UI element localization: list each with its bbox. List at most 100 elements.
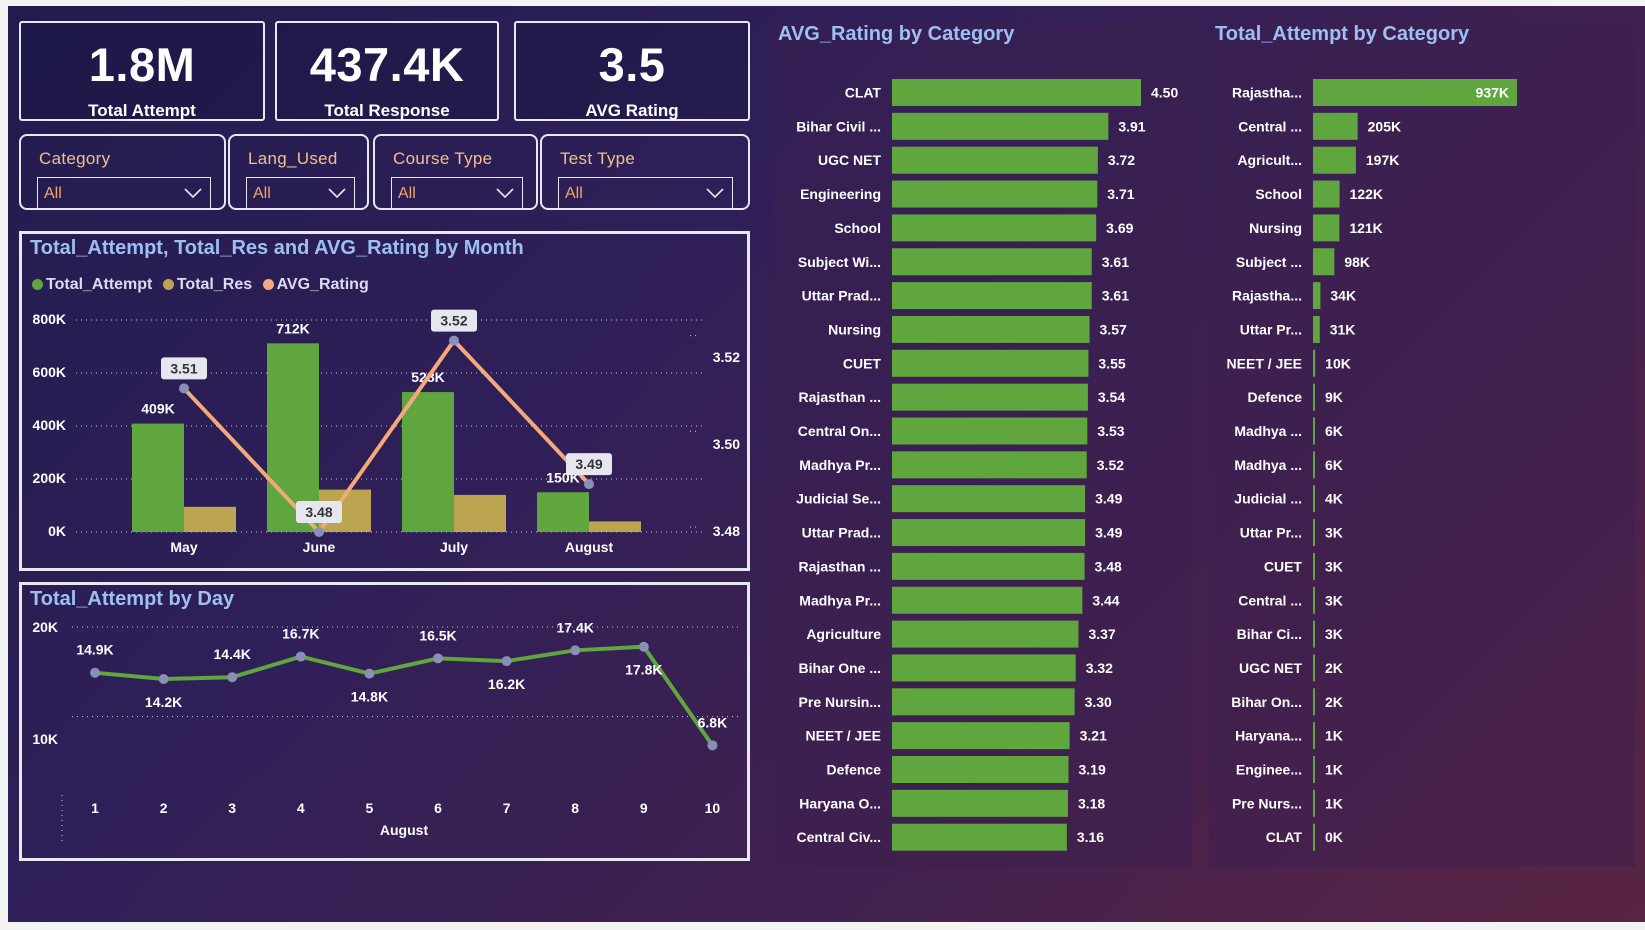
day-data-label: 17.4K [557, 619, 594, 635]
category-bar [892, 417, 1088, 445]
day-point [364, 668, 375, 679]
bar-data-label: 3.72 [1108, 152, 1135, 168]
legend-label: Total_Attempt [46, 276, 153, 293]
rating-by-category-panel[interactable]: AVG_Rating by Category CLAT 4.50 Bihar Civ… [772, 21, 1192, 867]
category-bar [1313, 756, 1315, 783]
slicer-course-type-dropdown[interactable]: All [391, 177, 523, 209]
x-tick-label: 8 [571, 800, 579, 816]
category-bar [892, 383, 1088, 411]
attempt-by-category-panel[interactable]: Total_Attempt by Category Rajastha... 937… [1209, 21, 1635, 867]
slicer-title: Course Type [393, 149, 493, 168]
y-tick-label: 20K [32, 619, 58, 635]
rating-label-box [161, 357, 207, 380]
slicer-category-dropdown[interactable]: All [37, 177, 211, 209]
category-label: Haryana... [1235, 728, 1302, 744]
day-data-label: 6.8K [698, 714, 728, 730]
bar-data-label: 3.57 [1100, 321, 1127, 337]
legend-item-avg-rating[interactable]: AVG_Rating [262, 276, 369, 293]
bar-data-label: 2K [1325, 694, 1343, 710]
bar-data-label: 98K [1344, 254, 1370, 270]
category-bar [892, 586, 1083, 614]
slicer-lang-used-dropdown[interactable]: All [246, 177, 355, 209]
chevron-down-icon [328, 188, 346, 199]
category-label: Rajasthan ... [799, 389, 881, 405]
bar-data-label: 409K [141, 401, 174, 417]
category-label: CLAT [845, 85, 882, 101]
month-chart-plot: 800K 600K 400K 200K 0K 3.52 3.50 3.48 Ma… [33, 309, 740, 555]
category-bar [1313, 485, 1315, 513]
y-tick-label: 10K [32, 731, 58, 747]
category-bar [1313, 146, 1356, 174]
bar-data-label: 1K [1325, 795, 1343, 811]
category-label: Bihar Ci... [1237, 626, 1302, 642]
month-chart-panel[interactable]: Total_Attempt, Total_Res and AVG_Rating … [19, 231, 750, 571]
category-label: Judicial ... [1234, 491, 1302, 507]
category-bar [892, 688, 1075, 716]
y-tick-label: 600K [33, 364, 66, 380]
category-bar [1313, 823, 1315, 851]
category-label: Pre Nurs... [1232, 795, 1302, 811]
y-tick-label: 200K [33, 470, 66, 486]
category-label: Nursing [1249, 220, 1302, 236]
attempt-bar [267, 343, 319, 532]
category-label: CLAT [1266, 829, 1303, 845]
slicer-title: Category [39, 149, 111, 168]
rating-label-box [431, 309, 477, 332]
category-label: CUET [843, 355, 882, 371]
bar-data-label: 3.18 [1078, 795, 1105, 811]
bar-data-label: 121K [1349, 220, 1382, 236]
category-bar [1313, 451, 1315, 479]
category-bar [1313, 620, 1315, 648]
legend-dot-icon [32, 279, 43, 290]
y2-tick-label: 3.50 [713, 436, 740, 452]
category-bar [1313, 789, 1315, 817]
category-label: School [1255, 186, 1302, 202]
category-bar [1313, 688, 1315, 716]
kpi-total-response-card[interactable]: 437.4K Total Response [275, 21, 499, 121]
category-bar [1313, 315, 1320, 343]
bar-data-label: 3.71 [1107, 186, 1134, 202]
report-canvas: 1.8M Total Attempt 437.4K Total Response… [8, 6, 1645, 922]
day-data-label: 16.5K [419, 627, 456, 643]
x-tick-label: 3 [228, 800, 236, 816]
bar-data-label: 1K [1325, 762, 1343, 778]
rating-data-label: 3.52 [440, 313, 467, 329]
category-label: UGC NET [1239, 660, 1302, 676]
legend-item-total-attempt[interactable]: Total_Attempt [32, 276, 152, 293]
legend-item-total-res[interactable]: Total_Res [162, 276, 252, 293]
category-bar [892, 112, 1109, 140]
legend-label: AVG_Rating [276, 276, 369, 293]
category-label: Judicial Se... [796, 491, 881, 507]
legend-dot-icon [262, 279, 274, 290]
category-bar [892, 823, 1067, 851]
day-chart-panel[interactable]: Total_Attempt by Day 20K 10K August 14.9… [19, 582, 750, 861]
category-label: Madhya ... [1234, 423, 1302, 439]
day-chart-title: Total_Attempt by Day [30, 588, 235, 610]
kpi-avg-rating-card[interactable]: 3.5 AVG Rating [514, 21, 750, 121]
category-label: Agriculture [806, 626, 881, 642]
bar-data-label: 10K [1325, 355, 1351, 371]
category-bar [1313, 79, 1517, 106]
bar-data-label: 197K [1366, 152, 1399, 168]
slicer-test-type-dropdown[interactable]: All [558, 177, 733, 209]
category-bar [892, 451, 1087, 479]
day-data-label: 14.2K [145, 694, 182, 710]
rating-point [584, 479, 594, 490]
month-chart-title: Total_Attempt, Total_Res and AVG_Rating … [30, 237, 524, 259]
bar-data-label: 3.16 [1077, 829, 1104, 845]
bar-data-label: 3.48 [1095, 558, 1122, 574]
x-tick-label: June [303, 539, 336, 555]
category-bar [892, 214, 1097, 242]
bar-data-label: 3.52 [1097, 457, 1124, 473]
category-bar [892, 654, 1076, 682]
rating-point [179, 383, 189, 394]
category-bar [1313, 214, 1340, 242]
category-bar [1313, 519, 1315, 547]
category-bar [1313, 349, 1316, 377]
x-tick-label: 5 [366, 800, 374, 816]
day-point [227, 672, 238, 683]
kpi-total-attempt-card[interactable]: 1.8M Total Attempt [19, 21, 265, 121]
category-bar [892, 180, 1098, 208]
bar-data-label: 31K [1330, 321, 1356, 337]
y-tick-label: 800K [33, 311, 66, 327]
